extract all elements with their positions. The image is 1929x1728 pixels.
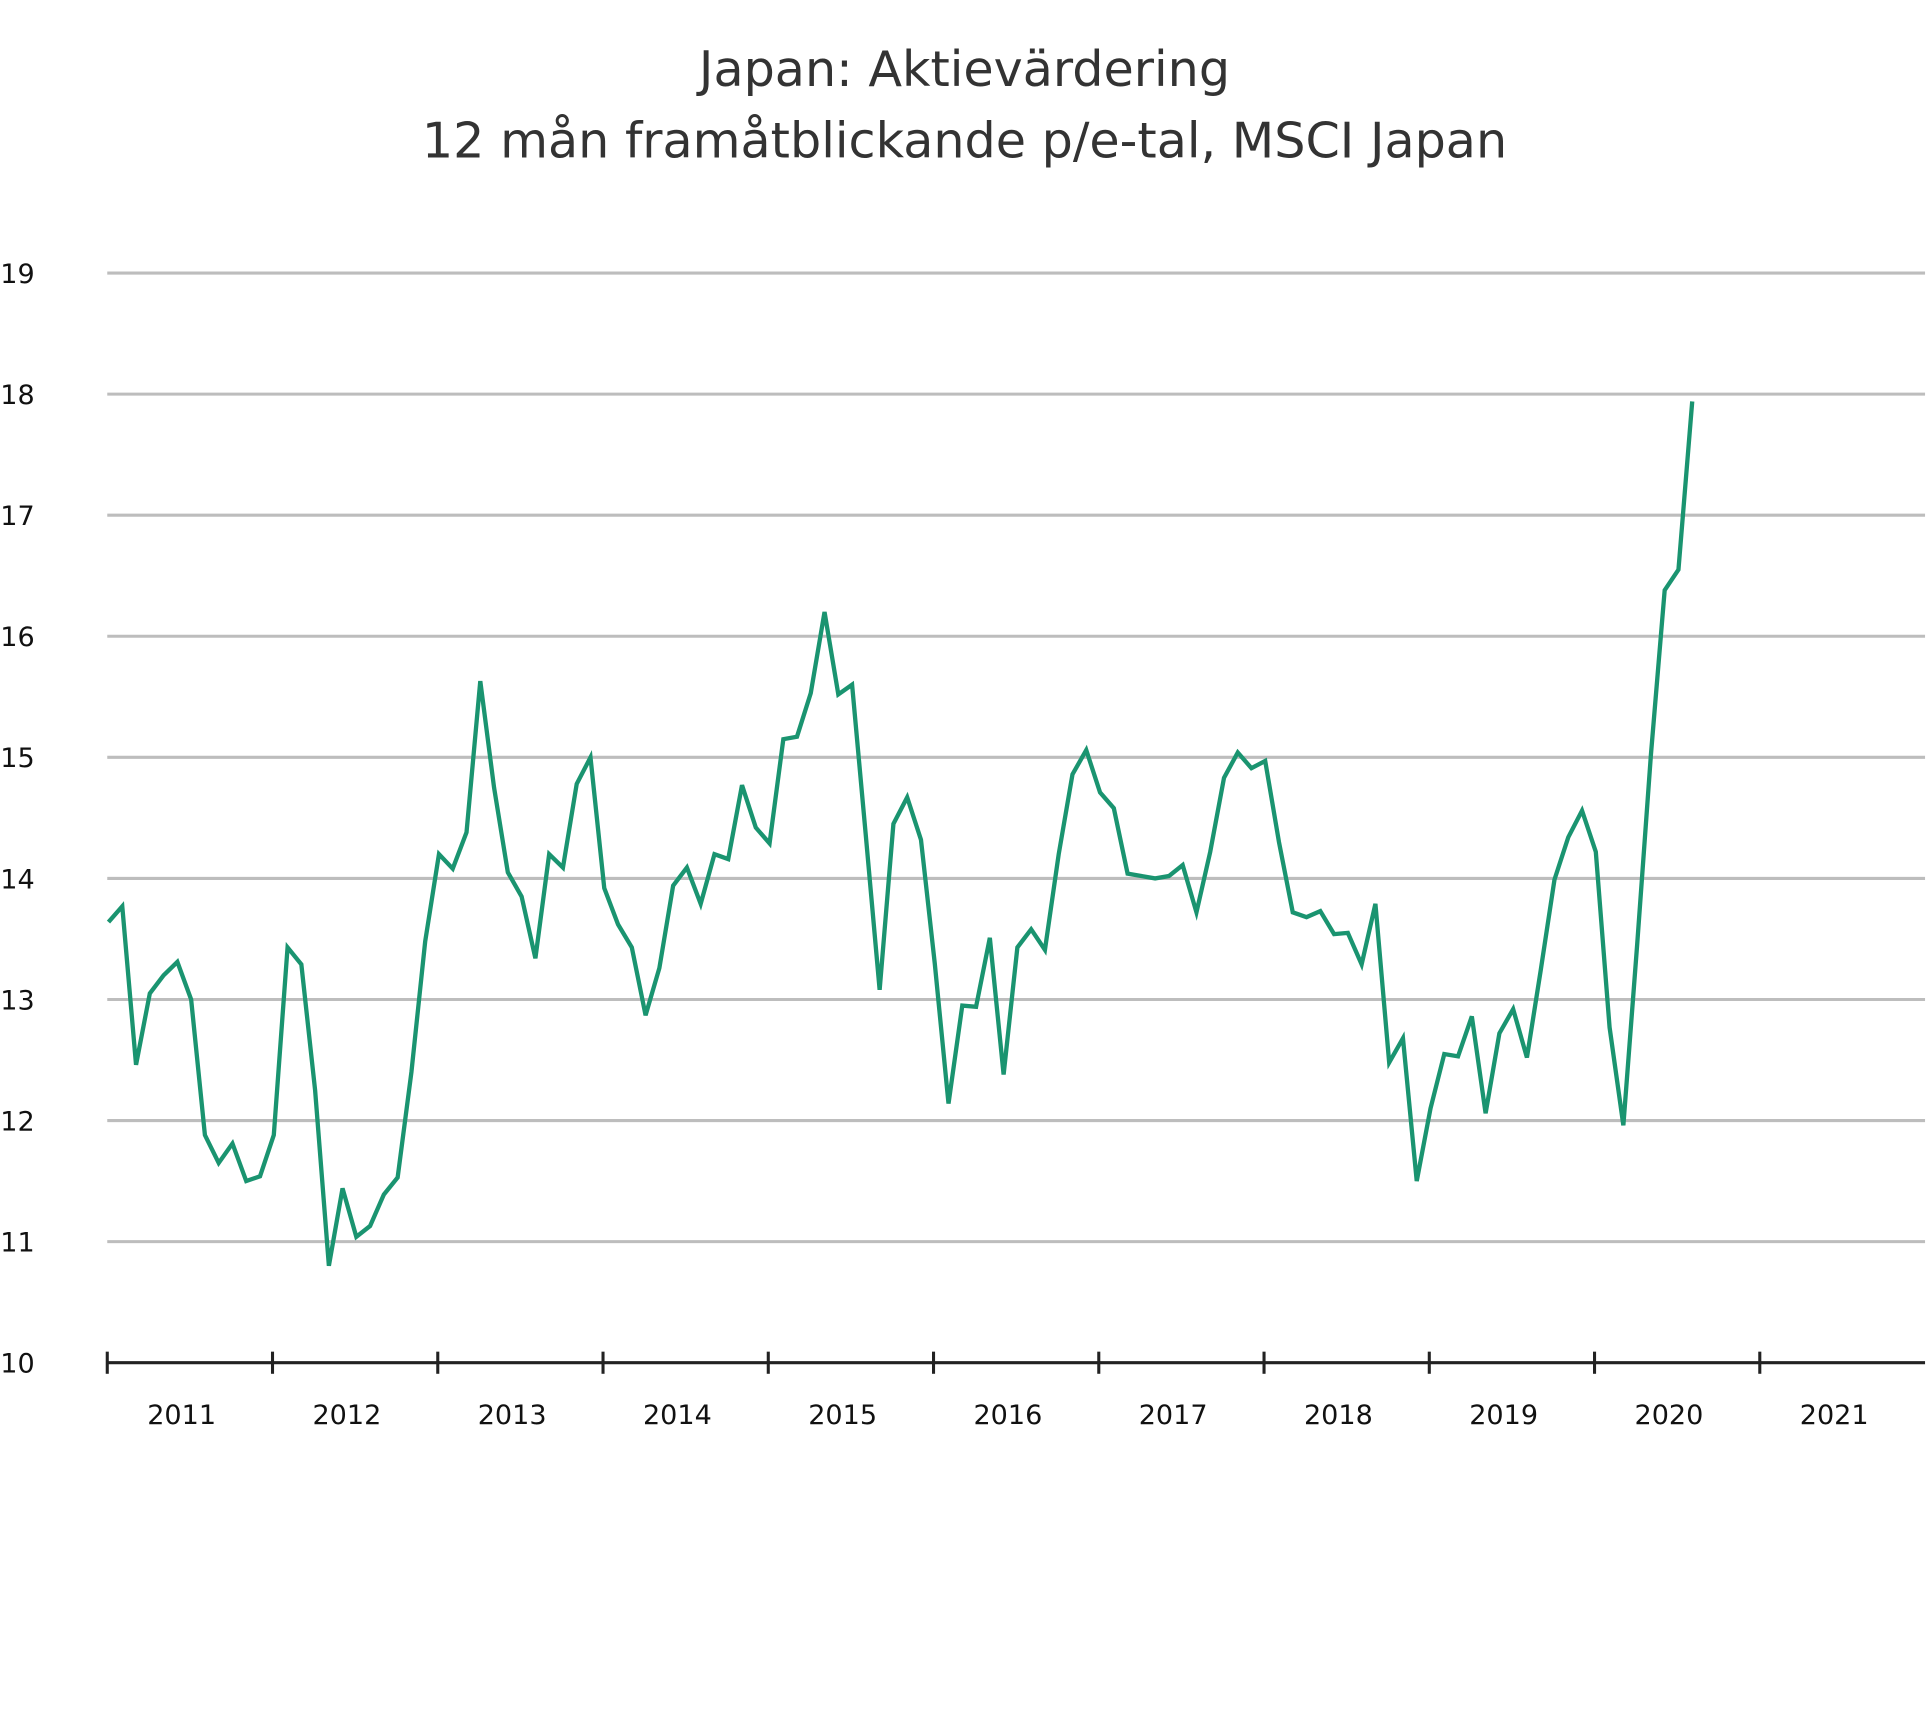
- y-tick-label: 11: [0, 1227, 34, 1258]
- y-tick-label: 13: [0, 985, 34, 1016]
- y-tick-label: 14: [0, 864, 34, 895]
- x-tick-label: 2021: [1800, 1400, 1869, 1431]
- x-tick-label: 2020: [1634, 1400, 1703, 1431]
- y-tick-label: 17: [0, 501, 34, 532]
- x-tick-label: 2013: [478, 1400, 547, 1431]
- x-tick-label: 2011: [147, 1400, 216, 1431]
- x-tick-label: 2012: [312, 1400, 381, 1431]
- x-tick-label: 2017: [1139, 1400, 1208, 1431]
- y-tick-label: 12: [0, 1106, 34, 1137]
- y-tick-label: 15: [0, 743, 34, 774]
- data-line: [106, 401, 1695, 1267]
- x-tick-label: 2018: [1304, 1400, 1373, 1431]
- x-tick-label: 2019: [1469, 1400, 1538, 1431]
- x-tick-label: 2014: [643, 1400, 712, 1431]
- y-tick-label: 16: [0, 622, 34, 653]
- y-tick-label: 19: [0, 259, 34, 290]
- y-tick-label: 18: [0, 380, 34, 411]
- chart-title: Japan: Aktievärdering: [696, 40, 1230, 98]
- chart-subtitle: 12 mån framåtblickande p/e-tal, MSCI Jap…: [422, 111, 1507, 169]
- x-tick-label: 2015: [808, 1400, 877, 1431]
- y-tick-label: 10: [0, 1349, 34, 1380]
- x-tick-label: 2016: [973, 1400, 1042, 1431]
